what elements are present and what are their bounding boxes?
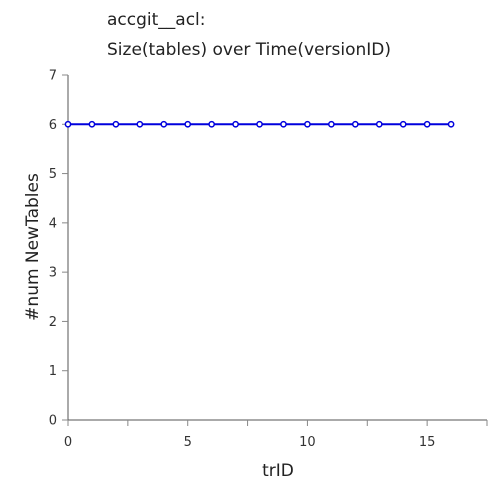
chart-title-line-1: accgit__acl: <box>107 10 206 30</box>
y-axis-label: #num NewTables <box>23 173 43 321</box>
data-point-15 <box>423 120 431 128</box>
y-axis: 0 1 2 3 4 5 6 7 <box>49 69 69 429</box>
x-tick-label-0: 0 <box>64 435 72 450</box>
data-point-12 <box>351 120 359 128</box>
y-tick-label-0: 0 <box>49 414 57 429</box>
y-tick-label-3: 3 <box>49 266 57 281</box>
y-tick-label-4: 4 <box>49 216 57 231</box>
y-tick-label-2: 2 <box>49 315 57 330</box>
x-axis: 0 5 10 15 <box>64 419 488 450</box>
data-point-7 <box>232 120 239 128</box>
data-point-14 <box>399 120 407 128</box>
x-tick-label-15: 15 <box>419 435 436 450</box>
y-tick-label-1: 1 <box>49 364 57 379</box>
data-point-5 <box>184 120 192 128</box>
data-point-10 <box>304 120 311 128</box>
data-point-3 <box>136 120 144 128</box>
data-point-11 <box>328 120 335 128</box>
x-axis-label: trID <box>262 461 294 481</box>
data-point-9 <box>280 120 287 128</box>
y-tick-label-5: 5 <box>49 167 57 182</box>
data-point-16 <box>447 120 455 128</box>
data-point-13 <box>375 120 383 128</box>
chart-title: accgit__acl: Size(tables) over Time(vers… <box>107 10 391 60</box>
data-point-0 <box>64 120 72 128</box>
x-tick-label-5: 5 <box>184 435 192 450</box>
y-tick-label-7: 7 <box>49 69 57 84</box>
data-point-1 <box>88 120 96 128</box>
plot-area <box>64 120 455 128</box>
data-point-6 <box>208 120 216 128</box>
data-point-4 <box>160 120 168 128</box>
data-point-2 <box>112 120 120 128</box>
chart-title-line-2: Size(tables) over Time(versionID) <box>107 40 391 60</box>
x-tick-label-10: 10 <box>299 435 316 450</box>
data-point-8 <box>256 120 263 128</box>
y-tick-label-6: 6 <box>49 118 57 133</box>
